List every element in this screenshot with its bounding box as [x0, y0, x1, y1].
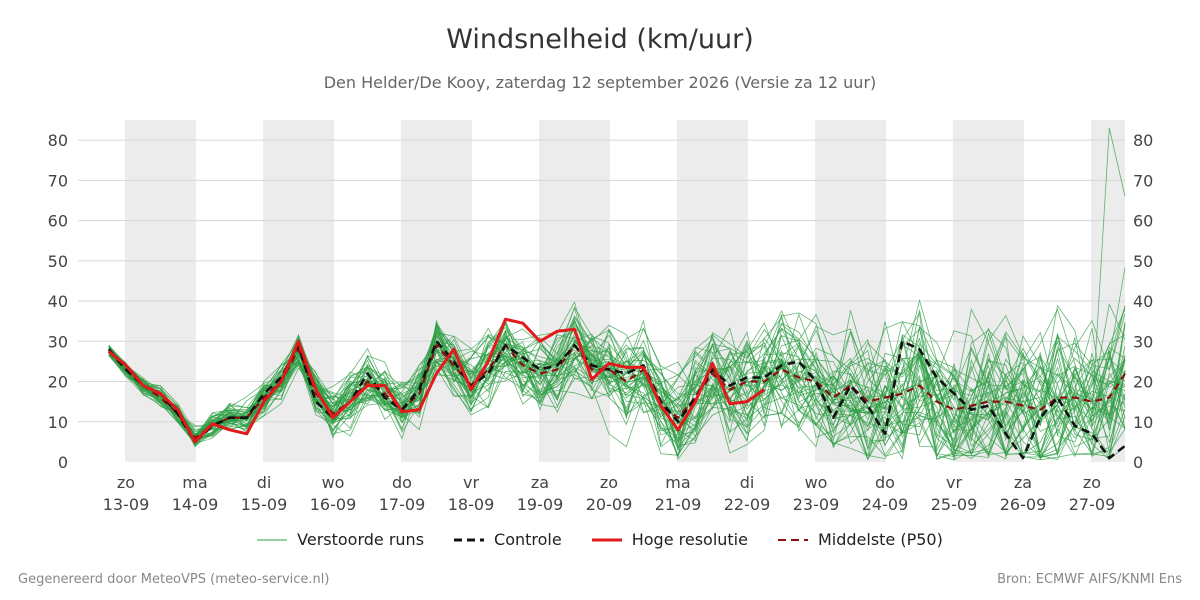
x-tick-day: wo	[805, 473, 828, 492]
chart-subtitle: Den Helder/De Kooy, zaterdag 12 septembe…	[323, 73, 877, 92]
x-tick-date: 22-09	[724, 495, 771, 514]
day-band	[539, 120, 610, 462]
hires-line	[107, 317, 766, 444]
ensemble-member-line	[108, 323, 1126, 460]
y-tick-label-right: 60	[1133, 212, 1153, 231]
legend-swatch-median	[777, 538, 808, 541]
x-tick-date: 19-09	[517, 495, 564, 514]
legend-item-control: Controle	[454, 530, 562, 549]
legend-label: Hoge resolutie	[631, 530, 748, 549]
y-tick-label-right: 10	[1133, 413, 1153, 432]
x-tick-date: 18-09	[448, 495, 495, 514]
legend: Verstoorde runs Controle Hoge resolutie …	[0, 530, 1200, 549]
main-series-lines	[107, 317, 1126, 460]
control-line	[107, 340, 1126, 460]
ensemble-member-line	[108, 306, 1126, 443]
y-axis-labels: 0 0 10 10 20 20 30 30 40 40 50 50 60 60 70 70 80 80	[48, 131, 1154, 472]
legend-swatch-control	[454, 538, 485, 541]
x-tick-date: 21-09	[655, 495, 702, 514]
x-tick-date: 16-09	[310, 495, 357, 514]
x-tick-day: di	[257, 473, 272, 492]
y-tick-label-right: 80	[1133, 131, 1153, 150]
x-tick-day: do	[875, 473, 895, 492]
legend-label: Controle	[494, 530, 562, 549]
x-tick-day: za	[531, 473, 549, 492]
legend-item-median: Middelste (P50)	[777, 530, 943, 549]
legend-item-hires: Hoge resolutie	[591, 530, 748, 549]
y-tick-label-left: 70	[48, 171, 68, 190]
x-tick-date: 13-09	[103, 495, 150, 514]
y-tick-label-right: 30	[1133, 332, 1153, 351]
y-tick-label-left: 0	[58, 453, 68, 472]
x-tick-date: 25-09	[931, 495, 978, 514]
legend-swatch-hires	[591, 538, 622, 541]
legend-item-ensemble: Verstoorde runs	[257, 530, 424, 549]
x-tick-day: zo	[1083, 473, 1101, 492]
x-tick-day: za	[1014, 473, 1032, 492]
x-tick-date: 24-09	[862, 495, 909, 514]
x-tick-day: ma	[182, 473, 207, 492]
x-axis-labels: zo 13-09 ma 14-09 di 15-09 wo 16-09 do 17-09 vr 18-…	[103, 473, 1116, 514]
y-tick-label-right: 40	[1133, 292, 1153, 311]
x-tick-day: vr	[463, 473, 479, 492]
x-tick-date: 27-09	[1069, 495, 1116, 514]
x-tick-date: 20-09	[586, 495, 633, 514]
y-tick-label-right: 50	[1133, 252, 1153, 271]
x-tick-day: zo	[600, 473, 618, 492]
y-tick-label-left: 30	[48, 332, 68, 351]
legend-swatch-ensemble	[257, 539, 288, 540]
y-tick-label-left: 10	[48, 413, 68, 432]
ensemble-member-line	[108, 330, 1126, 461]
y-tick-label-left: 50	[48, 252, 68, 271]
chart-title: Windsnelheid (km/uur)	[446, 24, 754, 55]
ensemble-member-line	[108, 305, 1126, 461]
x-tick-date: 17-09	[379, 495, 426, 514]
y-tick-label-left: 60	[48, 212, 68, 231]
day-band	[125, 120, 196, 462]
ensemble-member-line	[108, 323, 1126, 461]
source-credit: Bron: ECMWF AIFS/KNMI Ens	[997, 572, 1182, 587]
y-tick-label-left: 80	[48, 131, 68, 150]
legend-label: Verstoorde runs	[297, 530, 425, 549]
x-tick-date: 14-09	[172, 495, 219, 514]
ensemble-member-line	[108, 321, 1126, 458]
x-tick-day: zo	[117, 473, 135, 492]
x-tick-day: vr	[946, 473, 962, 492]
y-tick-label-right: 0	[1133, 453, 1143, 472]
x-tick-day: do	[392, 473, 412, 492]
x-tick-date: 15-09	[241, 495, 288, 514]
legend-label: Middelste (P50)	[817, 530, 943, 549]
y-tick-label-right: 20	[1133, 373, 1153, 392]
x-tick-day: ma	[665, 473, 690, 492]
ensemble-member-line	[108, 322, 1126, 460]
x-tick-day: wo	[322, 473, 345, 492]
generator-credit: Gegenereerd door MeteoVPS (meteo-service…	[18, 572, 330, 587]
x-tick-day: di	[740, 473, 755, 492]
x-tick-date: 23-09	[793, 495, 840, 514]
ensemble-member-line	[108, 319, 1126, 458]
y-tick-label-left: 20	[48, 373, 68, 392]
y-tick-label-left: 40	[48, 292, 68, 311]
y-tick-label-right: 70	[1133, 171, 1153, 190]
x-tick-date: 26-09	[1000, 495, 1047, 514]
